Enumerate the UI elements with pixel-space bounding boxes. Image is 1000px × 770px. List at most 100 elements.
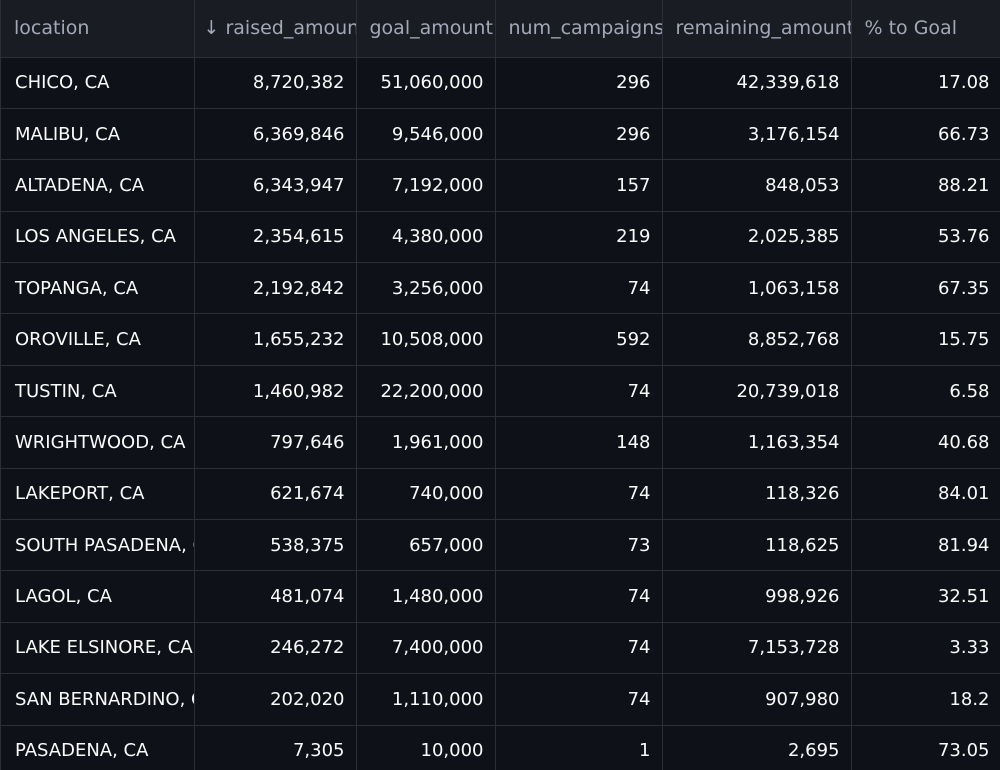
cell-goal-amount[interactable]: 22,200,000 — [356, 365, 496, 418]
cell-num-campaigns[interactable]: 74 — [495, 262, 663, 315]
cell-pct-to-goal[interactable]: 3.33 — [851, 622, 1000, 675]
column-header-pct-to-goal[interactable]: % to Goal — [851, 0, 1000, 58]
table-row: CHICO, CA 8,720,382 51,060,000 296 42,339,61… — [1, 57, 1000, 109]
cell-location[interactable]: LAKE ELSINORE, CA — [1, 622, 195, 675]
cell-raised-amount[interactable]: 1,460,982 — [194, 365, 357, 418]
cell-location[interactable]: PASADENA, CA — [1, 725, 195, 770]
cell-num-campaigns[interactable]: 74 — [495, 570, 663, 623]
cell-location[interactable]: WRIGHTWOOD, CA — [1, 416, 195, 469]
cell-location[interactable]: MALIBU, CA — [1, 108, 195, 161]
cell-goal-amount[interactable]: 51,060,000 — [356, 57, 496, 109]
cell-raised-amount[interactable]: 797,646 — [194, 416, 357, 469]
table-row: ALTADENA, CA 6,343,947 7,192,000 157 848,053… — [1, 159, 1000, 212]
cell-pct-to-goal[interactable]: 67.35 — [851, 262, 1000, 315]
cell-location[interactable]: TUSTIN, CA — [1, 365, 195, 418]
cell-location[interactable]: TOPANGA, CA — [1, 262, 195, 315]
column-header-num-campaigns[interactable]: num_campaigns — [495, 0, 663, 58]
cell-location[interactable]: LAGOL, CA — [1, 570, 195, 623]
cell-raised-amount[interactable]: 621,674 — [194, 468, 357, 521]
cell-pct-to-goal[interactable]: 18.2 — [851, 673, 1000, 726]
table-row: MALIBU, CA 6,369,846 9,546,000 296 3,176,154… — [1, 108, 1000, 161]
cell-num-campaigns[interactable]: 296 — [495, 57, 663, 109]
cell-raised-amount[interactable]: 481,074 — [194, 570, 357, 623]
cell-num-campaigns[interactable]: 148 — [495, 416, 663, 469]
cell-location[interactable]: LAKEPORT, CA — [1, 468, 195, 521]
cell-remaining-amount[interactable]: 1,063,158 — [662, 262, 852, 315]
cell-pct-to-goal[interactable]: 40.68 — [851, 416, 1000, 469]
cell-raised-amount[interactable]: 6,343,947 — [194, 159, 357, 212]
cell-goal-amount[interactable]: 1,961,000 — [356, 416, 496, 469]
cell-location[interactable]: OROVILLE, CA — [1, 313, 195, 366]
cell-raised-amount[interactable]: 2,354,615 — [194, 211, 357, 264]
cell-raised-amount[interactable]: 2,192,842 — [194, 262, 357, 315]
column-header-remaining-amount[interactable]: remaining_amount — [662, 0, 852, 58]
cell-remaining-amount[interactable]: 907,980 — [662, 673, 852, 726]
cell-goal-amount[interactable]: 4,380,000 — [356, 211, 496, 264]
cell-location[interactable]: LOS ANGELES, CA — [1, 211, 195, 264]
cell-remaining-amount[interactable]: 7,153,728 — [662, 622, 852, 675]
cell-num-campaigns[interactable]: 157 — [495, 159, 663, 212]
cell-goal-amount[interactable]: 657,000 — [356, 519, 496, 572]
cell-location[interactable]: SOUTH PASADENA, CA — [1, 519, 195, 572]
cell-goal-amount[interactable]: 7,400,000 — [356, 622, 496, 675]
cell-remaining-amount[interactable]: 998,926 — [662, 570, 852, 623]
cell-remaining-amount[interactable]: 118,326 — [662, 468, 852, 521]
cell-goal-amount[interactable]: 10,508,000 — [356, 313, 496, 366]
cell-raised-amount[interactable]: 7,305 — [194, 725, 357, 770]
cell-pct-to-goal[interactable]: 17.08 — [851, 57, 1000, 109]
column-header-location[interactable]: location — [1, 0, 195, 58]
cell-num-campaigns[interactable]: 1 — [495, 725, 663, 770]
cell-remaining-amount[interactable]: 1,163,354 — [662, 416, 852, 469]
cell-remaining-amount[interactable]: 848,053 — [662, 159, 852, 212]
cell-num-campaigns[interactable]: 74 — [495, 365, 663, 418]
table-header: location ↓ raised_amount goal_amount num… — [1, 0, 1000, 58]
cell-raised-amount[interactable]: 6,369,846 — [194, 108, 357, 161]
cell-goal-amount[interactable]: 740,000 — [356, 468, 496, 521]
cell-raised-amount[interactable]: 202,020 — [194, 673, 357, 726]
cell-remaining-amount[interactable]: 8,852,768 — [662, 313, 852, 366]
column-header-goal-amount[interactable]: goal_amount — [356, 0, 496, 58]
table-row: LAKE ELSINORE, CA 246,272 7,400,000 74 7,153… — [1, 622, 1000, 675]
cell-location[interactable]: SAN BERNARDINO, CA — [1, 673, 195, 726]
cell-raised-amount[interactable]: 8,720,382 — [194, 57, 357, 109]
cell-goal-amount[interactable]: 3,256,000 — [356, 262, 496, 315]
cell-pct-to-goal[interactable]: 53.76 — [851, 211, 1000, 264]
cell-raised-amount[interactable]: 538,375 — [194, 519, 357, 572]
cell-pct-to-goal[interactable]: 88.21 — [851, 159, 1000, 212]
cell-pct-to-goal[interactable]: 15.75 — [851, 313, 1000, 366]
cell-num-campaigns[interactable]: 219 — [495, 211, 663, 264]
cell-pct-to-goal[interactable]: 84.01 — [851, 468, 1000, 521]
cell-num-campaigns[interactable]: 74 — [495, 673, 663, 726]
cell-location[interactable]: CHICO, CA — [1, 57, 195, 109]
column-header-raised-amount[interactable]: ↓ raised_amount — [194, 0, 357, 58]
cell-pct-to-goal[interactable]: 32.51 — [851, 570, 1000, 623]
cell-pct-to-goal[interactable]: 81.94 — [851, 519, 1000, 572]
table-row: TUSTIN, CA 1,460,982 22,200,000 74 20,739,01… — [1, 365, 1000, 418]
table-row: SOUTH PASADENA, CA538,375657,00073118,62… — [1, 519, 1000, 572]
table-row: PASADENA, CA 7,305 10,000 1 2,695 73.05 — [1, 725, 1000, 770]
cell-num-campaigns[interactable]: 74 — [495, 622, 663, 675]
cell-num-campaigns[interactable]: 73 — [495, 519, 663, 572]
cell-remaining-amount[interactable]: 118,625 — [662, 519, 852, 572]
cell-goal-amount[interactable]: 7,192,000 — [356, 159, 496, 212]
cell-remaining-amount[interactable]: 20,739,018 — [662, 365, 852, 418]
cell-pct-to-goal[interactable]: 6.58 — [851, 365, 1000, 418]
cell-remaining-amount[interactable]: 2,695 — [662, 725, 852, 770]
cell-remaining-amount[interactable]: 42,339,618 — [662, 57, 852, 109]
cell-num-campaigns[interactable]: 296 — [495, 108, 663, 161]
cell-pct-to-goal[interactable]: 73.05 — [851, 725, 1000, 770]
cell-raised-amount[interactable]: 246,272 — [194, 622, 357, 675]
cell-goal-amount[interactable]: 9,546,000 — [356, 108, 496, 161]
cell-goal-amount[interactable]: 1,110,000 — [356, 673, 496, 726]
cell-remaining-amount[interactable]: 2,025,385 — [662, 211, 852, 264]
cell-num-campaigns[interactable]: 592 — [495, 313, 663, 366]
cell-location[interactable]: ALTADENA, CA — [1, 159, 195, 212]
cell-raised-amount[interactable]: 1,655,232 — [194, 313, 357, 366]
cell-num-campaigns[interactable]: 74 — [495, 468, 663, 521]
cell-goal-amount[interactable]: 10,000 — [356, 725, 496, 770]
cell-pct-to-goal[interactable]: 66.73 — [851, 108, 1000, 161]
cell-goal-amount[interactable]: 1,480,000 — [356, 570, 496, 623]
cell-remaining-amount[interactable]: 3,176,154 — [662, 108, 852, 161]
